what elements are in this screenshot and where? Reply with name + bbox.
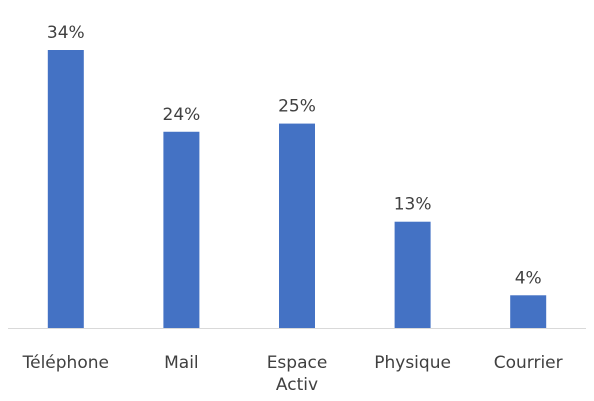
value-labels-group: 34% 24% 25% 13% 4% [47,23,542,288]
category-label-1-line-0: Mail [164,353,199,373]
bar-4 [510,295,547,328]
category-label-2-line-1: Activ [276,375,318,395]
category-label-1: Mail [164,353,199,373]
category-label-4-line-0: Courrier [494,353,563,373]
bar-1 [163,131,200,328]
value-label-2: 25% [278,97,316,117]
bar-0 [47,50,84,328]
value-label-3: 13% [394,195,432,215]
value-label-0: 34% [47,23,85,43]
bar-3 [394,221,431,328]
category-label-3-line-0: Physique [374,353,451,373]
category-label-2-line-0: Espace [267,353,328,373]
category-label-4: Courrier [494,353,563,373]
category-label-0-line-0: Téléphone [22,353,109,373]
category-labels-group: Téléphone Mail Espace Activ Physique Courrier [22,353,563,395]
value-label-4: 4% [515,268,542,288]
category-label-3: Physique [374,353,451,373]
value-label-1: 24% [163,105,201,125]
category-label-2: Espace Activ [267,353,328,395]
bar-2 [279,123,315,328]
bars-group [47,50,547,328]
category-label-0: Téléphone [22,353,109,373]
